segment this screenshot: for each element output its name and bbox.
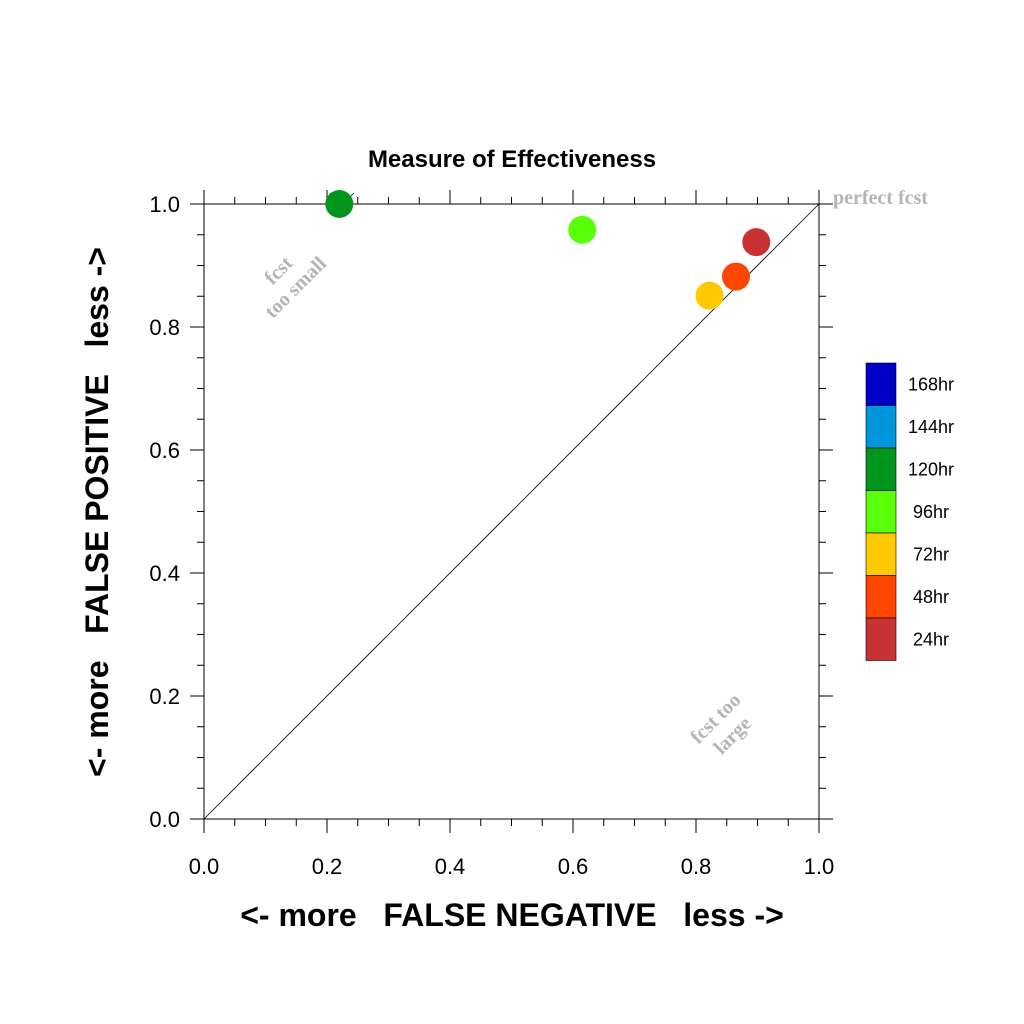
- plot-frame: [203, 203, 820, 820]
- x-tick-label: 0.8: [681, 854, 712, 879]
- y-tick-label: 1.0: [149, 192, 180, 217]
- legend-label-168hr: 168hr: [908, 374, 954, 394]
- annotation-fcst-too-large: fcst too large: [686, 689, 756, 759]
- data-point-24hr: [742, 228, 771, 257]
- y-tick-label: 0.4: [149, 561, 180, 586]
- y-axis-label: <- more FALSE POSITIVE less ->: [79, 247, 115, 777]
- data-point-120hr: [325, 190, 354, 218]
- legend-swatch-48hr: [865, 575, 897, 619]
- x-tick-label: 0.6: [558, 854, 589, 879]
- y-tick-label: 0.6: [149, 438, 180, 463]
- legend-label-24hr: 24hr: [913, 629, 949, 649]
- ticks-layer: 0.0 0.2 0.4 0.6 0.8 1.0 0.0 0.2 0.4 0.6 0.8 1.0: [149, 190, 834, 879]
- x-tick-label: 0.4: [435, 854, 466, 879]
- x-axis-label: <- more FALSE NEGATIVE less ->: [240, 897, 784, 933]
- annotation-fcst-too-small: fcst too small: [260, 252, 331, 323]
- chart-title: Measure of Effectiveness: [368, 146, 656, 173]
- legend-swatch-144hr: [865, 405, 897, 449]
- x-tick-label: 0.2: [312, 854, 343, 879]
- data-point-48hr: [721, 262, 750, 291]
- legend-label-96hr: 96hr: [913, 502, 949, 522]
- data-point-96hr: [568, 215, 597, 244]
- legend-label-120hr: 120hr: [908, 459, 954, 479]
- annotation-perfect-fcst: perfect fcst: [833, 187, 928, 209]
- x-tick-label: 1.0: [804, 854, 835, 879]
- x-tick-label: 0.0: [189, 854, 220, 879]
- legend-swatch-120hr: [865, 447, 897, 491]
- y-tick-label: 0.0: [149, 807, 180, 832]
- y-tick-label: 0.8: [149, 315, 180, 340]
- points-layer: [325, 190, 771, 310]
- data-point-72hr: [695, 281, 724, 310]
- legend-swatch-96hr: [865, 490, 897, 534]
- y-tick-label: 0.2: [149, 684, 180, 709]
- legend-swatch-168hr: [865, 362, 897, 406]
- legend-label-48hr: 48hr: [913, 587, 949, 607]
- legend-label-144hr: 144hr: [908, 417, 954, 437]
- legend-swatch-72hr: [865, 532, 897, 576]
- legend: 168hr 144hr 120hr 96hr 72hr 48hr 24hr: [865, 362, 954, 661]
- legend-label-72hr: 72hr: [913, 544, 949, 564]
- legend-swatch-24hr: [865, 617, 897, 661]
